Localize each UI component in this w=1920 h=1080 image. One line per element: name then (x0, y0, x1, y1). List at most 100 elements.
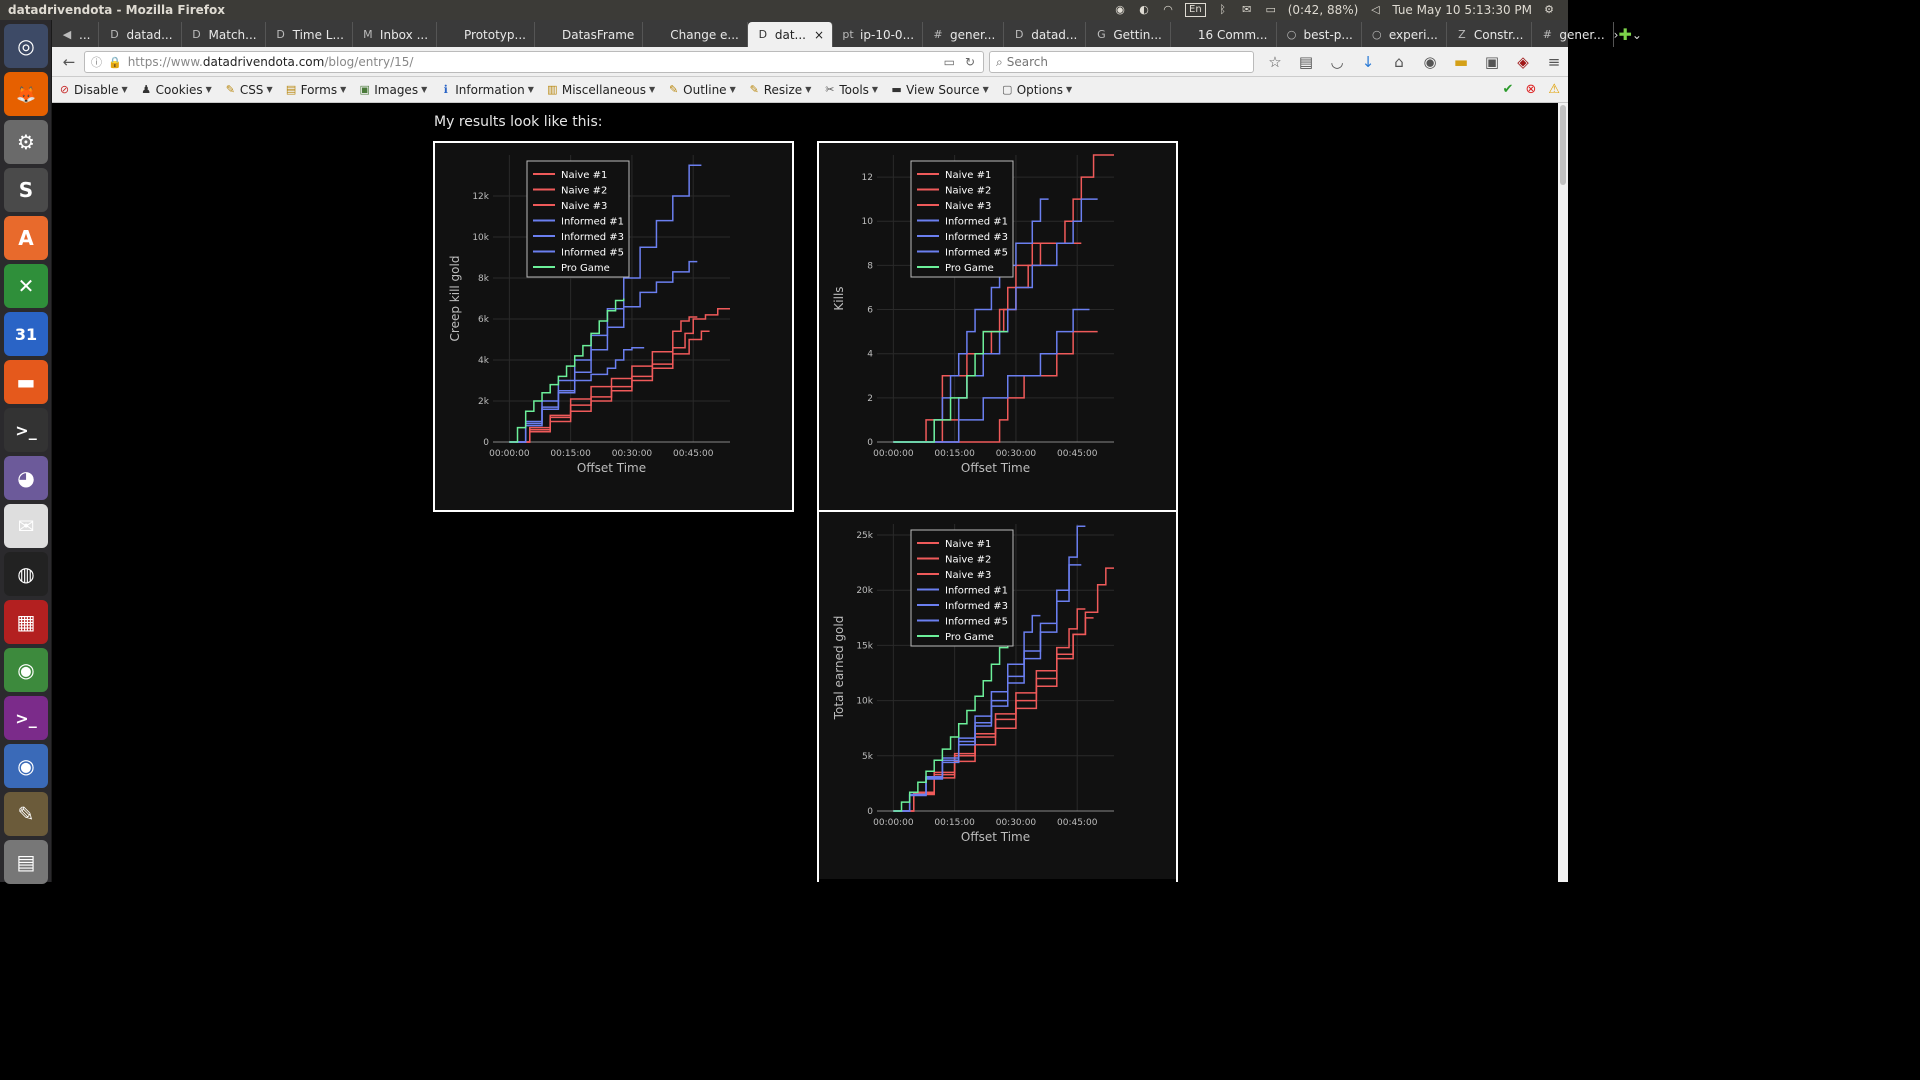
terminal2-icon[interactable]: >_ (4, 696, 48, 740)
tab[interactable]: D Match... (182, 22, 266, 47)
legend-entry[interactable]: Naive #2 (945, 555, 991, 566)
tab[interactable]: ○ experi... (1362, 22, 1447, 47)
search-bar[interactable]: ⌕ (989, 51, 1254, 73)
dev-menu-css[interactable]: ✎ CSS ▼ (218, 83, 279, 97)
calendar-icon[interactable]: 31 (4, 312, 48, 356)
dev-menu-forms[interactable]: ▤ Forms ▼ (279, 83, 353, 97)
tab-scroll-right-icon[interactable]: › (1613, 27, 1619, 42)
legend-entry[interactable]: Naive #1 (945, 539, 991, 550)
js-error-icon[interactable]: ⊗ (1525, 82, 1537, 97)
extension-folder-icon[interactable]: ▬ (1453, 53, 1469, 71)
tab-close-icon[interactable]: × (813, 27, 825, 42)
dev-menu-information[interactable]: ℹ Information ▼ (433, 83, 540, 97)
tab[interactable]: Z Constr... (1447, 22, 1533, 47)
tab[interactable]: ○ best-p... (1277, 22, 1362, 47)
trash-icon[interactable]: ▤ (4, 840, 48, 884)
mail-indicator-icon[interactable]: ✉ (1242, 3, 1252, 16)
home-icon[interactable]: ⌂ (1394, 53, 1404, 71)
legend-entry[interactable]: Naive #3 (945, 201, 991, 212)
legend-entry[interactable]: Naive #3 (561, 201, 607, 212)
tab[interactable]: ◀... (52, 22, 100, 47)
legend-entry[interactable]: Informed #3 (945, 601, 1008, 612)
terminal-icon[interactable]: >_ (4, 408, 48, 452)
dev-menu-resize[interactable]: ✎ Resize ▼ (742, 83, 818, 97)
tab[interactable]: # gener... (1532, 22, 1614, 47)
info-icon[interactable]: ⓘ (91, 56, 102, 69)
chromium-icon[interactable]: ◉ (4, 744, 48, 788)
menu-icon[interactable]: ≡ (1547, 53, 1561, 71)
legend-entry[interactable]: Informed #1 (561, 217, 624, 228)
bookmark-star-icon[interactable]: ☆ (1268, 53, 1282, 71)
legend-entry[interactable]: Naive #2 (945, 186, 991, 197)
legend-entry[interactable]: Informed #5 (561, 248, 624, 259)
steam-icon[interactable]: ◍ (4, 552, 48, 596)
new-tab-icon[interactable]: ✚ (1618, 25, 1632, 44)
legend-entry[interactable]: Naive #3 (945, 570, 991, 581)
sync-indicator-icon[interactable]: ◐ (1139, 3, 1149, 16)
back-button[interactable]: ← (62, 53, 76, 71)
reader-view-icon[interactable]: ▭ (943, 55, 955, 69)
tab[interactable]: # gener... (923, 22, 1005, 47)
system-settings-icon[interactable]: ⚙ (4, 120, 48, 164)
legend-entry[interactable]: Naive #1 (945, 170, 991, 181)
software-center-icon[interactable]: A (4, 216, 48, 260)
legend-entry[interactable]: Informed #1 (945, 217, 1008, 228)
pidgin-icon[interactable]: ◕ (4, 456, 48, 500)
legend-entry[interactable]: Informed #5 (945, 248, 1008, 259)
legend-entry[interactable]: Naive #1 (561, 170, 607, 181)
chat-icon[interactable]: ◉ (1423, 53, 1437, 71)
sublime-text-icon[interactable]: S (4, 168, 48, 212)
legend-entry[interactable]: Naive #2 (561, 186, 607, 197)
warning-icon[interactable]: ⚠ (1548, 82, 1560, 97)
clock[interactable]: Tue May 10 5:13:30 PM (1392, 3, 1532, 17)
tab[interactable]: 16 Comm... (1171, 22, 1277, 47)
legend-entry[interactable]: Pro Game (945, 632, 994, 643)
legend-entry[interactable]: Informed #3 (945, 232, 1008, 243)
css-valid-icon[interactable]: ✔ (1502, 82, 1514, 97)
dev-menu-miscellaneous[interactable]: ▥ Miscellaneous ▼ (540, 83, 661, 97)
tab[interactable]: D Time L... (266, 22, 353, 47)
chrome-icon[interactable]: ◉ (4, 648, 48, 692)
dev-menu-disable[interactable]: ⊘ Disable ▼ (52, 83, 134, 97)
tab[interactable]: pt ip-10-0... (833, 22, 924, 47)
downloads-icon[interactable]: ↓ (1361, 53, 1375, 71)
extension-puzzle-icon[interactable]: ▣ (1484, 53, 1500, 71)
tab[interactable]: M Inbox ... (353, 22, 438, 47)
dash-icon[interactable]: ◎ (4, 24, 48, 68)
keyboard-layout[interactable]: En (1185, 3, 1206, 17)
legend-entry[interactable]: Informed #3 (561, 232, 624, 243)
firefox-icon[interactable]: 🦊 (4, 72, 48, 116)
tab[interactable]: DatasFrame (535, 22, 644, 47)
spreadsheet-icon[interactable]: ✕ (4, 264, 48, 308)
mail-icon[interactable]: ✉ (4, 504, 48, 548)
power-icon[interactable]: ⚙ (1544, 3, 1554, 16)
battery-status[interactable]: (0:42, 88%) (1287, 3, 1359, 17)
dev-menu-options[interactable]: ▢ Options ▼ (995, 83, 1078, 97)
dev-menu-cookies[interactable]: ♟ Cookies ▼ (134, 83, 218, 97)
tab[interactable]: G Gettin... (1086, 22, 1171, 47)
legend-entry[interactable]: Pro Game (561, 263, 610, 274)
legend-entry[interactable]: Informed #5 (945, 617, 1008, 628)
bookmarks-menu-icon[interactable]: ▤ (1298, 53, 1314, 71)
dev-menu-outline[interactable]: ✎ Outline ▼ (661, 83, 742, 97)
tab[interactable]: Prototyp... (437, 22, 535, 47)
chrome-indicator-icon[interactable]: ◉ (1115, 3, 1125, 16)
volume-icon[interactable]: ◁ (1371, 3, 1380, 16)
url-bar[interactable]: ⓘ 🔒 https://www. datadrivendota.com /blo… (84, 51, 984, 73)
files-icon[interactable]: ▬ (4, 360, 48, 404)
legend-entry[interactable]: Informed #1 (945, 586, 1008, 597)
dev-menu-tools[interactable]: ✂ Tools ▼ (817, 83, 884, 97)
tab[interactable]: Change e... (643, 22, 748, 47)
ublock-icon[interactable]: ◈ (1517, 53, 1529, 71)
workspace-icon[interactable]: ▦ (4, 600, 48, 644)
pocket-icon[interactable]: ◡ (1330, 53, 1344, 71)
tab-list-icon[interactable]: ⌄ (1631, 27, 1642, 42)
search-input[interactable] (1006, 55, 1227, 69)
legend-entry[interactable]: Pro Game (945, 263, 994, 274)
page-scrollbar[interactable] (1558, 103, 1568, 882)
battery-icon[interactable]: ▭ (1265, 3, 1276, 16)
scrollbar-thumb[interactable] (1560, 105, 1566, 185)
